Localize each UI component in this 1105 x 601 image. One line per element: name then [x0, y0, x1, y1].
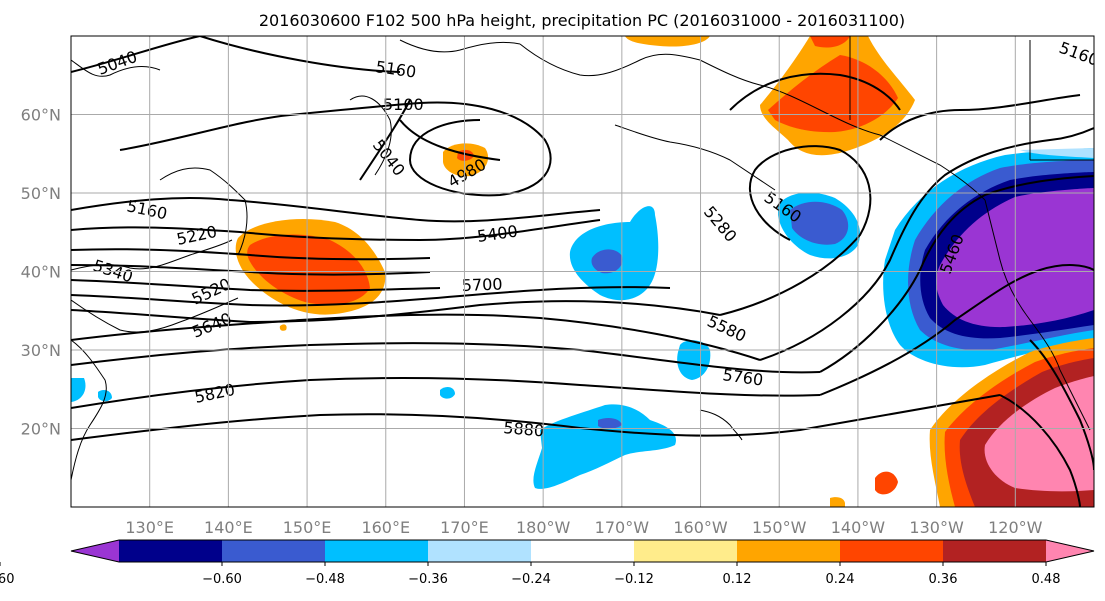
colorbar-tick-label: −0.36: [408, 572, 448, 587]
lon-tick-label: 170°E: [440, 518, 489, 537]
colorbar: −0.60 −0.48 −0.36 −0.24 −0.12 0.12 0.24 0.36 0.4…: [0, 539, 1095, 587]
colorbar-tick-label: −0.12: [614, 572, 654, 587]
precip-neg-central-1-core: [591, 249, 623, 274]
contour-label: 5880: [503, 418, 545, 440]
lat-axis: 60°N 50°N 40°N 30°N 20°N: [21, 106, 61, 439]
precip-pos-alaska-top: [810, 36, 850, 48]
precip-neg-east-edge: [1020, 148, 1094, 158]
gridlines: [71, 36, 1094, 507]
lat-tick-label: 40°N: [21, 263, 61, 282]
colorbar-tick-label: 0.60: [0, 572, 14, 587]
precip-pos-japan-core: [247, 234, 370, 305]
colorbar-tick-label: 0.48: [1032, 572, 1061, 587]
precip-neg-small-1: [440, 386, 455, 399]
lat-tick-label: 30°N: [21, 341, 61, 360]
lon-tick-label: 140°E: [204, 518, 253, 537]
lon-tick-label: 170°W: [595, 518, 650, 537]
height-contours: [71, 36, 1094, 507]
colorbar-segment: [634, 540, 737, 562]
colorbar-extend-low: [71, 540, 119, 562]
colorbar-outline: [70, 539, 1095, 563]
map-frame: [70, 35, 1095, 508]
lat-tick-label: 20°N: [21, 420, 61, 439]
colorbar-segment: [428, 540, 531, 562]
lon-tick-label: 160°E: [361, 518, 410, 537]
colorbar-segment: [222, 540, 325, 562]
lon-tick-label: 150°E: [283, 518, 332, 537]
precip-pos-small-se2: [830, 497, 845, 507]
colorbar-segment: [325, 540, 428, 562]
lon-tick-label: 180°W: [516, 518, 571, 537]
colorbar-tick-label: −0.24: [511, 572, 551, 587]
colorbar-segment: [531, 540, 634, 562]
lon-tick-label: 140°W: [831, 518, 886, 537]
colorbar-segment: [943, 540, 1046, 562]
colorbar-segment: [737, 540, 840, 562]
precip-neg-aleut-core: [790, 201, 849, 245]
colorbar-tick-label: 0.24: [826, 572, 855, 587]
colorbar-tick-label: 0.12: [723, 572, 752, 587]
lon-tick-label: 150°W: [752, 518, 807, 537]
precip-pos-small-se: [875, 471, 898, 495]
precip-pos-small: [279, 324, 287, 331]
colorbar-segment: [840, 540, 943, 562]
map-title: 2016030600 F102 500 hPa height, precipit…: [259, 11, 905, 30]
precip-pos-top-left: [625, 36, 710, 47]
map-panel: 5040 5160 5100 5040 4980 5160 5220 5340 …: [71, 36, 1094, 507]
precip-neg-small-3: [71, 378, 86, 402]
lon-tick-label: 160°W: [673, 518, 728, 537]
precip-pos-alaska-core: [768, 55, 898, 133]
contour-label: 5100: [383, 95, 424, 114]
lon-axis: 130°E 140°E 150°E 160°E 170°E 180°W 170°W 160°W…: [125, 518, 1042, 537]
lat-tick-label: 50°N: [21, 184, 61, 203]
coastlines: [71, 36, 1094, 481]
colorbar-tick-label: −0.48: [305, 572, 345, 587]
contour-label: 5700: [461, 275, 502, 295]
colorbar-tick-label: −0.60: [202, 572, 242, 587]
colorbar-tick-label: 0.36: [929, 572, 958, 587]
lon-tick-label: 130°E: [125, 518, 174, 537]
colorbar-segment: [119, 540, 222, 562]
lon-tick-label: 120°W: [988, 518, 1043, 537]
colorbar-extend-high: [1046, 540, 1094, 562]
precip-neg-south: [533, 404, 676, 489]
lat-tick-label: 60°N: [21, 106, 61, 125]
precip-neg-south-core: [598, 417, 622, 429]
lon-tick-label: 130°W: [909, 518, 964, 537]
